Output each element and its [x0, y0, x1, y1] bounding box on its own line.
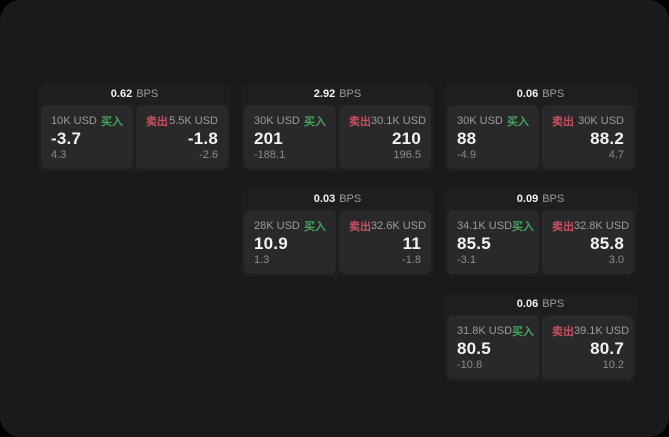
sell-change: 10.2: [602, 359, 624, 371]
quote-body: 30K USD 买入 201 -188.1 卖出 30.1K USD 210 1…: [241, 105, 434, 172]
buy-change: -188.1: [254, 149, 286, 161]
buy-price: 85.5: [457, 233, 491, 253]
bps-header: 0.03 BPS: [241, 188, 434, 210]
sell-price: 11: [402, 233, 421, 253]
sell-change: 196.5: [393, 149, 421, 161]
sell-panel[interactable]: 卖出 39.1K USD 80.7 10.2: [542, 315, 634, 379]
sell-change: 3.0: [608, 254, 624, 266]
sell-change: -2.6: [199, 149, 218, 161]
quote-body: 28K USD 买入 10.9 1.3 卖出 32.6K USD 11 -1.8: [241, 210, 434, 277]
sell-panel[interactable]: 卖出 32.8K USD 85.8 3.0: [542, 210, 634, 274]
buy-side-label: 买入: [512, 326, 535, 338]
bps-unit-label: BPS: [136, 88, 159, 100]
quote-body: 31.8K USD 买入 80.5 -10.8 卖出 39.1K USD 80.…: [444, 315, 637, 382]
bps-value: 0.03: [313, 193, 336, 205]
buy-amount: 34.1K USD: [457, 220, 513, 232]
bps-unit-label: BPS: [542, 298, 565, 310]
buy-amount: 10K USD: [51, 115, 97, 127]
buy-side-label: 买入: [101, 116, 123, 128]
sell-change: 4.7: [608, 149, 624, 161]
sell-panel[interactable]: 卖出 30K USD 88.2 4.7: [542, 105, 634, 169]
buy-price: 88: [457, 128, 477, 148]
bps-header: 0.62 BPS: [38, 83, 231, 105]
sell-side-label: 卖出: [146, 116, 168, 128]
buy-price: 80.5: [457, 338, 491, 358]
bps-unit-label: BPS: [542, 88, 565, 100]
quotes-grid: 0.62 BPS 10K USD 买入 -3.7 4.3 卖出: [38, 83, 637, 382]
buy-side-label: 买入: [304, 221, 326, 233]
buy-amount: 31.8K USD: [457, 325, 513, 337]
buy-amount: 28K USD: [254, 220, 300, 232]
sell-amount: 32.6K USD: [371, 220, 427, 232]
sell-side-label: 卖出: [349, 116, 371, 128]
buy-price: 201: [254, 128, 283, 148]
buy-panel[interactable]: 31.8K USD 买入 80.5 -10.8: [447, 315, 539, 379]
sell-change: -1.8: [402, 254, 421, 266]
quote-card: 0.06 BPS 31.8K USD 买入 80.5 -10.8 卖: [444, 293, 637, 382]
buy-price: -3.7: [51, 128, 82, 148]
buy-panel[interactable]: 28K USD 买入 10.9 1.3: [244, 210, 336, 274]
sell-amount: 5.5K USD: [169, 115, 218, 127]
sell-amount: 30K USD: [578, 115, 624, 127]
quote-card: 0.06 BPS 30K USD 买入 88 -4.9 卖出: [444, 83, 637, 172]
sell-panel[interactable]: 卖出 30.1K USD 210 196.5: [339, 105, 431, 169]
sell-amount: 32.8K USD: [574, 220, 630, 232]
sell-panel[interactable]: 卖出 32.6K USD 11 -1.8: [339, 210, 431, 274]
buy-amount: 30K USD: [457, 115, 503, 127]
sell-price: 80.7: [590, 338, 624, 358]
sell-amount: 30.1K USD: [371, 115, 427, 127]
bps-header: 2.92 BPS: [241, 83, 434, 105]
quote-body: 10K USD 买入 -3.7 4.3 卖出 5.5K USD -1.8 -2.…: [38, 105, 231, 172]
quote-body: 34.1K USD 买入 85.5 -3.1 卖出 32.8K USD 85.8…: [444, 210, 637, 277]
sell-amount: 39.1K USD: [574, 325, 630, 337]
quote-card: 0.09 BPS 34.1K USD 买入 85.5 -3.1 卖出: [444, 188, 637, 277]
quote-body: 30K USD 买入 88 -4.9 卖出 30K USD 88.2 4.7: [444, 105, 637, 172]
buy-change: -3.1: [457, 254, 476, 266]
quote-card: 0.03 BPS 28K USD 买入 10.9 1.3 卖出: [241, 188, 434, 277]
sell-panel[interactable]: 卖出 5.5K USD -1.8 -2.6: [136, 105, 228, 169]
sell-price: -1.8: [187, 128, 218, 148]
buy-panel[interactable]: 30K USD 买入 201 -188.1: [244, 105, 336, 169]
buy-side-label: 买入: [507, 116, 529, 128]
buy-change: -4.9: [457, 149, 476, 161]
buy-price: 10.9: [254, 233, 288, 253]
bps-header: 0.09 BPS: [444, 188, 637, 210]
bps-unit-label: BPS: [339, 88, 362, 100]
sell-side-label: 卖出: [552, 221, 574, 233]
buy-change: -10.8: [457, 359, 483, 371]
buy-amount: 30K USD: [254, 115, 300, 127]
buy-change: 1.3: [254, 254, 270, 266]
bps-value: 0.09: [516, 193, 539, 205]
buy-panel[interactable]: 10K USD 买入 -3.7 4.3: [41, 105, 133, 169]
sell-price: 85.8: [590, 233, 624, 253]
buy-side-label: 买入: [304, 116, 326, 128]
bps-unit-label: BPS: [542, 193, 565, 205]
buy-panel[interactable]: 34.1K USD 买入 85.5 -3.1: [447, 210, 539, 274]
sell-price: 210: [392, 128, 421, 148]
bps-header: 0.06 BPS: [444, 83, 637, 105]
bps-unit-label: BPS: [339, 193, 362, 205]
buy-side-label: 买入: [512, 221, 535, 233]
bps-value: 0.06: [516, 88, 539, 100]
quote-card: 0.62 BPS 10K USD 买入 -3.7 4.3 卖出: [38, 83, 231, 172]
quote-card: 2.92 BPS 30K USD 买入 201 -188.1 卖出: [241, 83, 434, 172]
sell-side-label: 卖出: [349, 221, 371, 233]
bps-value: 0.62: [110, 88, 133, 100]
buy-panel[interactable]: 30K USD 买入 88 -4.9: [447, 105, 539, 169]
sell-side-label: 卖出: [552, 326, 574, 338]
bps-value: 2.92: [313, 88, 336, 100]
buy-change: 4.3: [51, 149, 67, 161]
sell-side-label: 卖出: [552, 116, 574, 128]
bps-value: 0.06: [516, 298, 539, 310]
bps-header: 0.06 BPS: [444, 293, 637, 315]
sell-price: 88.2: [590, 128, 624, 148]
